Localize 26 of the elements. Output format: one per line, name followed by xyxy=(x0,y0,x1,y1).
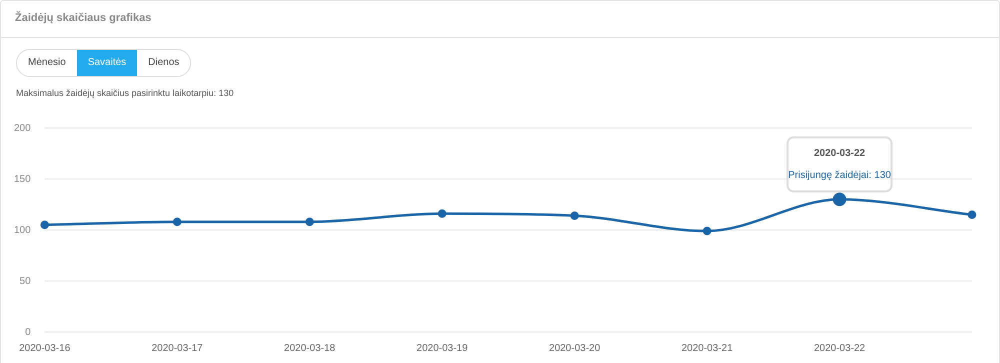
annotation: Prisijungę žaidėjai: 130 xyxy=(788,170,892,182)
x-tick-label: 2020-03-20 xyxy=(549,342,601,354)
chart-subtitle: Maksimalus žaidėjų skaičius pasirinktu laikotarpiu: 130 xyxy=(16,88,234,98)
text: Mėnesio xyxy=(17,50,77,76)
x-tick-label: 2020-03-19 xyxy=(416,342,468,354)
y-tick-label: 0 xyxy=(25,326,32,338)
point xyxy=(702,226,712,236)
point xyxy=(305,218,314,226)
x-tick-label: 2020-03-21 xyxy=(681,342,734,354)
point xyxy=(40,220,49,230)
y-tick-label: 200 xyxy=(14,122,32,134)
chart-title: Žaidėjų skaičiaus grafikas xyxy=(15,12,152,24)
point xyxy=(172,218,182,226)
y-tick-label: 100 xyxy=(14,224,32,236)
x-tick-label: 2020-03-17 xyxy=(152,342,204,354)
text: Dienos xyxy=(137,50,190,76)
point xyxy=(570,211,579,220)
point xyxy=(438,209,446,218)
x-tick-label: 2020-03-16 xyxy=(19,342,71,354)
x-tick-label: 2020-03-18 xyxy=(284,342,336,354)
point xyxy=(968,210,976,219)
x-tick-label: 2020-03-22 xyxy=(814,342,866,354)
text: Savaitės xyxy=(76,50,138,76)
y-tick-label: 150 xyxy=(14,174,32,185)
annotation: 2020-03-22 xyxy=(814,148,866,160)
y-tick-label: 50 xyxy=(20,276,32,287)
